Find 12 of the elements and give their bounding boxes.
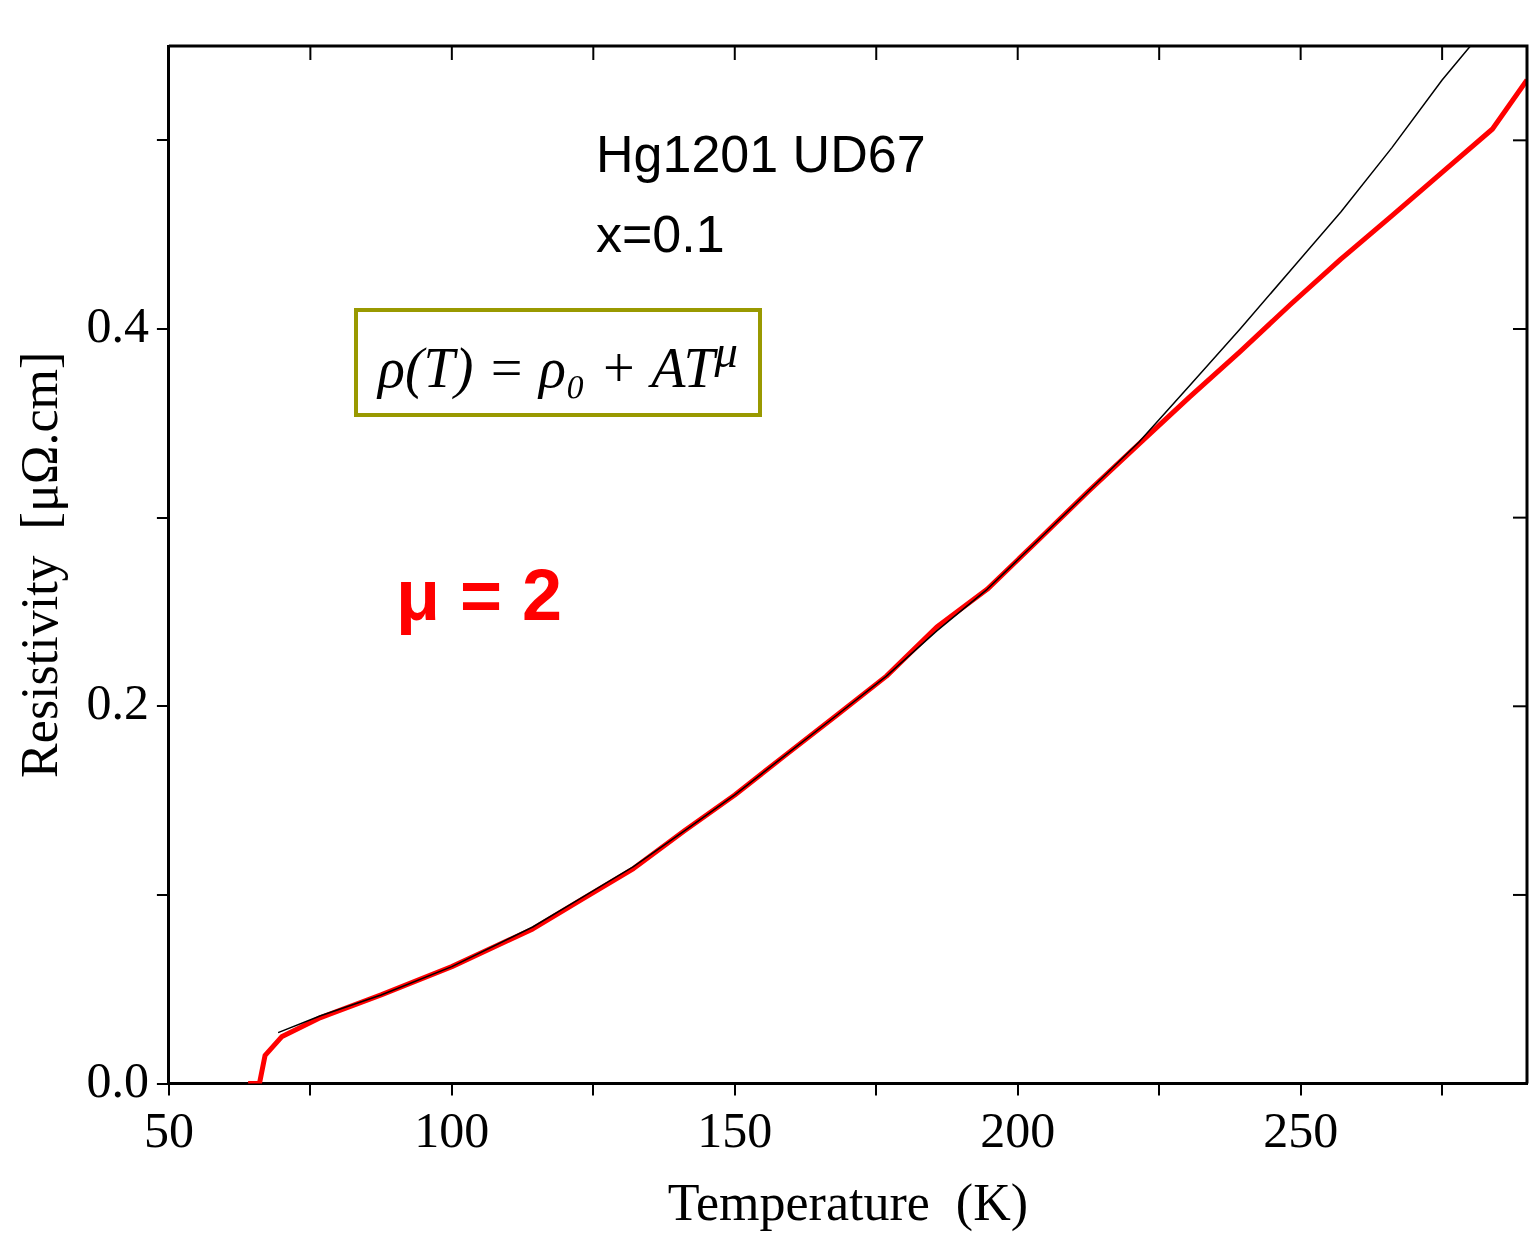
x-tick-label: 250 bbox=[1263, 1101, 1339, 1158]
y-axis-title: Resistivity [μΩ.cm] bbox=[10, 351, 68, 778]
annotation: x=0.1 bbox=[596, 205, 725, 264]
y-tick-label: 0.2 bbox=[86, 674, 149, 731]
x-tick-label: 200 bbox=[980, 1101, 1056, 1158]
annotation: ρ(T) = ρ₀ + AT$^{μ}$ bbox=[354, 308, 762, 418]
x-tick-label: 150 bbox=[697, 1101, 773, 1158]
x-axis-title: Temperature (K) bbox=[667, 1174, 1029, 1233]
x-tick-label: 100 bbox=[414, 1101, 490, 1158]
y-tick-label: 0.4 bbox=[86, 297, 149, 354]
annotation: μ = 2 bbox=[396, 555, 563, 636]
annotation: Hg1201 UD67 bbox=[596, 125, 926, 184]
